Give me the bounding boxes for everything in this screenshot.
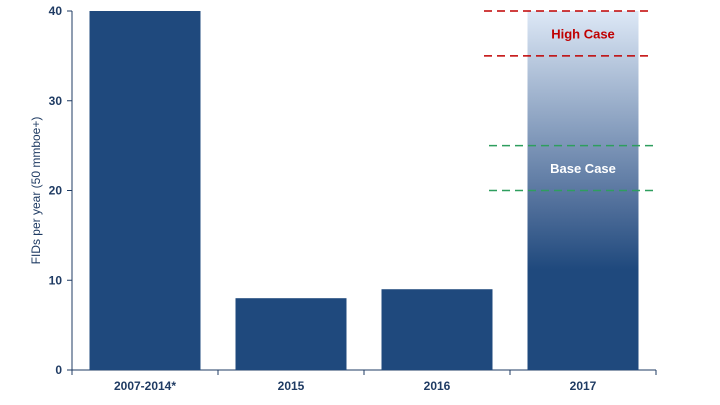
scenario-label: Base Case — [550, 161, 616, 176]
y-tick-label: 10 — [49, 273, 63, 287]
y-tick-label: 40 — [49, 4, 63, 18]
y-axis: 0 10 20 30 40 — [49, 4, 73, 377]
x-tick-label: 2016 — [424, 379, 451, 393]
x-axis: 2007-2014* 2015 2016 2017 — [71, 369, 657, 393]
y-tick-label: 20 — [49, 184, 63, 198]
bar — [381, 289, 493, 370]
y-tick-label: 30 — [49, 94, 63, 108]
bar — [89, 11, 201, 370]
x-tick-label: 2017 — [570, 379, 597, 393]
scenario-label: High Case — [551, 26, 615, 41]
bar — [235, 298, 347, 370]
x-tick-label: 2015 — [278, 379, 305, 393]
y-axis-label: FIDs per year (50 mmboe+) — [29, 117, 43, 265]
annotations: High Case Base Case — [484, 10, 655, 192]
y-tick-label: 0 — [55, 363, 62, 377]
x-tick-label: 2007-2014* — [114, 379, 176, 393]
